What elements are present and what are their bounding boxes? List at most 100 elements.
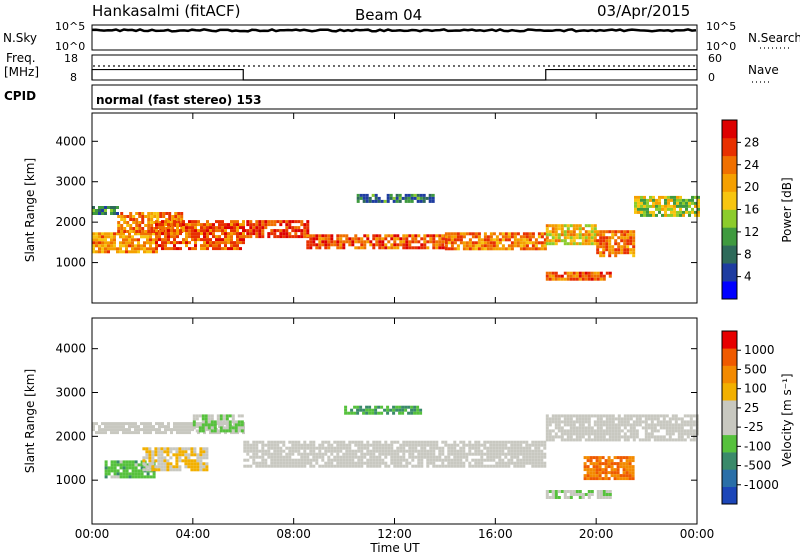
heatmap-cell-8 (596, 490, 600, 493)
heatmap-cell-6 (611, 423, 615, 427)
heatmap-cell-1 (125, 472, 129, 476)
heatmap-cell-6 (668, 435, 672, 439)
heatmap-cell-1 (92, 235, 95, 239)
heatmap-cell-6 (474, 244, 478, 248)
heatmap-cell-6 (450, 244, 454, 248)
freq-dot (503, 65, 505, 67)
heatmap-cell-4 (390, 452, 394, 456)
heatmap-cell-4 (450, 446, 454, 450)
heatmap-cell-6 (510, 244, 514, 248)
heatmap-cell-4 (540, 449, 544, 453)
freq-dot (313, 65, 315, 67)
heatmap-cell-3 (215, 226, 218, 230)
freq-dot (328, 65, 330, 67)
heatmap-cell-6 (653, 414, 657, 418)
y-tick-label-2000: 2000 (55, 215, 86, 229)
heatmap-cell-6 (459, 238, 463, 242)
heatmap-cell-5 (402, 240, 406, 244)
heatmap-cell-2 (141, 227, 145, 230)
heatmap-cell-4 (387, 452, 391, 456)
heatmap-cell-0 (134, 422, 137, 426)
heatmap-cell-3 (192, 414, 196, 418)
heatmap-cell-2 (199, 462, 203, 466)
heatmap-cell-4 (258, 226, 262, 230)
heatmap-cell-6 (531, 241, 535, 245)
heatmap-cell-3 (237, 414, 241, 418)
heatmap-cell-2 (117, 221, 121, 224)
heatmap-cell-6 (587, 423, 591, 427)
heatmap-cell-4 (327, 461, 331, 465)
heatmap-cell-2 (154, 450, 158, 454)
heatmap-cell-7 (578, 224, 582, 228)
heatmap-cell-4 (513, 443, 517, 447)
heatmap-cell-5 (435, 234, 439, 238)
freq-dot (623, 65, 625, 67)
heatmap-cell-7 (616, 471, 620, 475)
colorbar-tick-label-5: 8 (744, 247, 752, 261)
heatmap-cell-4 (447, 464, 451, 468)
heatmap-cell-3 (176, 229, 179, 233)
heatmap-cell-3 (237, 429, 241, 433)
heatmap-cell-10 (587, 274, 591, 278)
heatmap-cell-3 (206, 247, 209, 251)
heatmap-cell-3 (213, 423, 217, 427)
heatmap-cell-6 (569, 420, 573, 424)
heatmap-cell-6 (540, 247, 544, 251)
heatmap-cell-2 (190, 462, 194, 466)
heatmap-cell-5 (363, 243, 367, 247)
heatmap-cell-9 (673, 198, 676, 202)
heatmap-cell-2 (150, 230, 154, 233)
heatmap-cell-2 (169, 468, 173, 472)
heatmap-cell-1 (146, 250, 149, 254)
heatmap-cell-7 (575, 224, 579, 228)
heatmap-cell-2 (181, 453, 185, 457)
heatmap-cell-3 (185, 244, 188, 248)
heatmap-cell-6 (617, 432, 621, 436)
heatmap-cell-10 (557, 277, 561, 281)
heatmap-cell-4 (435, 443, 439, 447)
heatmap-cell-9 (664, 201, 667, 205)
heatmap-cell-4 (291, 452, 295, 456)
heatmap-cell-3 (192, 417, 196, 421)
heatmap-cell-4 (531, 458, 535, 462)
heatmap-cell-6 (528, 247, 532, 251)
heatmap-cell-6 (644, 420, 648, 424)
heatmap-cell-5 (390, 246, 394, 250)
heatmap-cell-0 (164, 425, 167, 429)
heatmap-cell-4 (288, 223, 292, 227)
heatmap-cell-2 (202, 453, 206, 457)
heatmap-cell-1 (113, 244, 116, 248)
heatmap-cell-0 (131, 431, 134, 435)
heatmap-cell-6 (626, 414, 630, 418)
heatmap-cell-9 (667, 207, 670, 211)
heatmap-cell-0 (110, 431, 113, 435)
heatmap-cell-3 (161, 220, 164, 224)
heatmap-cell-4 (324, 449, 328, 453)
heatmap-cell-8 (632, 254, 636, 258)
heatmap-cell-6 (519, 235, 523, 239)
heatmap-cell-7 (589, 456, 593, 460)
heatmap-cell-3 (158, 223, 161, 227)
heatmap-cell-5 (351, 237, 355, 241)
heatmap-cell-0 (98, 428, 101, 432)
heatmap-cell-1 (95, 250, 98, 254)
heatmap-cell-3 (230, 226, 233, 230)
heatmap-cell-2 (148, 450, 152, 454)
heatmap-cell-9 (667, 201, 670, 205)
heatmap-cell-3 (227, 238, 230, 242)
heatmap-cell-2 (166, 459, 170, 463)
heatmap-cell-3 (224, 229, 227, 233)
heatmap-cell-4 (495, 464, 499, 468)
heatmap-cell-1 (98, 241, 101, 245)
heatmap-cell-3 (179, 232, 182, 236)
heatmap-cell-4 (339, 461, 343, 465)
heatmap-cell-1 (125, 463, 129, 467)
heatmap-cell-6 (501, 247, 505, 251)
heatmap-cell-4 (444, 455, 448, 459)
heatmap-cell-6 (486, 247, 490, 251)
freq-dot (138, 65, 140, 67)
heatmap-cell-1 (128, 250, 131, 254)
freq-dot (638, 65, 640, 67)
heatmap-cell-5 (345, 237, 349, 241)
heatmap-cell-4 (330, 458, 334, 462)
